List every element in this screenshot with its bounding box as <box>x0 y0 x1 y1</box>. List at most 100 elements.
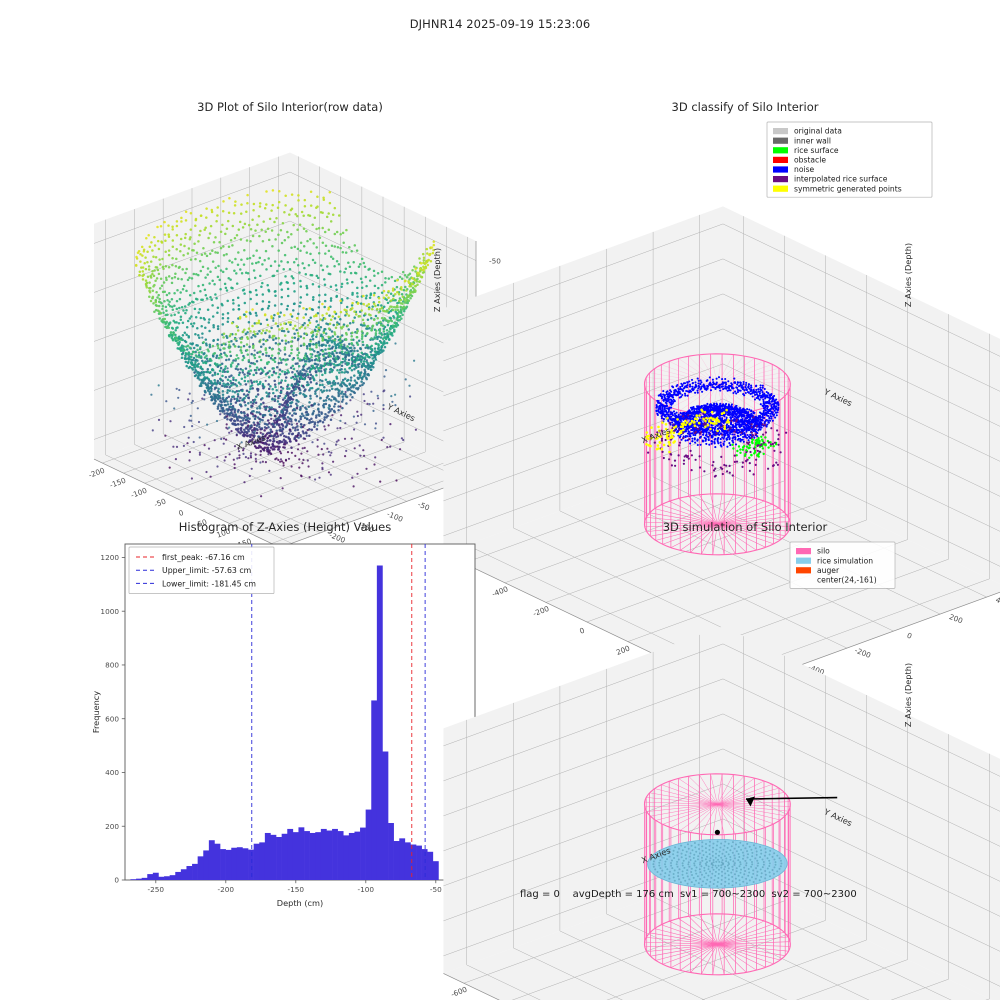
y-tick-label: 600 <box>105 714 119 723</box>
y-tick-label: 1000 <box>100 607 119 616</box>
panel-histogram: Histogram of Z-Axies (Height) Values -25… <box>85 520 485 920</box>
svg-text:-50: -50 <box>489 257 501 266</box>
legend-swatch <box>773 166 788 173</box>
legend-swatch <box>796 548 811 555</box>
grid-lines <box>443 634 1000 1000</box>
reference-lines <box>251 544 426 880</box>
legend-swatch <box>796 557 811 564</box>
legend-label: rice simulation <box>817 556 873 565</box>
panel-simulation-title: 3D simulation of Silo Interior <box>662 520 828 534</box>
svg-text:-150: -150 <box>108 476 127 490</box>
histogram-bar <box>432 861 439 880</box>
legend-label: center(24,-161) <box>817 576 877 585</box>
histogram-bar <box>136 878 142 880</box>
legend-label: inner wall <box>794 136 831 145</box>
histogram-bar <box>220 849 226 880</box>
histogram-bar <box>203 850 210 880</box>
histogram-bar <box>416 845 422 880</box>
histogram-bar <box>197 856 204 880</box>
legend-swatch <box>796 567 811 574</box>
histogram-bar <box>404 842 411 880</box>
legend-label: original data <box>794 127 842 136</box>
panel-classify-title: 3D classify of Silo Interior <box>671 100 819 114</box>
histogram-bar <box>264 832 271 880</box>
histogram-bar <box>332 828 338 880</box>
y-tick-label: 1200 <box>100 553 119 562</box>
x-tick-label: -200 <box>218 885 235 894</box>
y-tick-label: 200 <box>105 822 119 831</box>
legend-label: silo <box>817 547 830 556</box>
floor-pane <box>443 871 993 1000</box>
legend-swatch <box>773 128 788 135</box>
histogram-bar <box>270 834 277 880</box>
histogram-bar <box>236 847 243 880</box>
raw-3d-axes[interactable]: -200-150-100-5005010015020050-50-100-150… <box>87 100 504 560</box>
histogram-bars <box>130 565 439 880</box>
histogram-bar <box>348 832 355 880</box>
histogram-bar <box>427 851 434 880</box>
legend-item: original data <box>773 127 842 136</box>
histogram-bar <box>292 832 299 880</box>
histogram-bar <box>147 874 154 880</box>
y-tick-label: 400 <box>105 768 119 777</box>
panel-raw-3d-plot: 3D Plot of Silo Interior(row data) -200-… <box>87 100 504 560</box>
x-tick-label: -250 <box>148 885 165 894</box>
legend-item: noise <box>773 165 815 174</box>
histogram-bar <box>354 831 361 880</box>
legend-item: auger <box>796 566 840 575</box>
histogram-bar <box>382 751 389 880</box>
legend-item: rice surface <box>773 146 839 155</box>
histogram-bar <box>365 809 372 880</box>
histogram-bar <box>326 830 333 880</box>
histogram-bar <box>343 835 350 880</box>
legend-item: center(24,-161) <box>817 576 877 585</box>
histogram-bar <box>180 869 187 880</box>
x-axis-title: Depth (cm) <box>277 898 323 908</box>
center-point-marker <box>714 829 720 835</box>
histogram-bar <box>393 841 400 880</box>
auger-marker <box>714 796 838 835</box>
legend-label: obstacle <box>794 156 826 165</box>
status-line: flag = 0 avgDepth = 176 cm sv1 = 700~230… <box>520 889 857 900</box>
plot-frame <box>124 543 476 881</box>
legend-label: auger <box>817 566 840 575</box>
legend-item: interpolated rice surface <box>773 175 888 184</box>
svg-text:-50: -50 <box>417 500 432 513</box>
simulation-3d-axes[interactable]: -600-400-20002004006004002000-200-400-60… <box>443 520 1000 1000</box>
x-tick-label: -100 <box>358 885 375 894</box>
panel-raw-title: 3D Plot of Silo Interior(row data) <box>197 100 383 114</box>
histogram-axes[interactable]: -250 -200 -150 -100 -50 0 200 400 600 800 1000 1200… <box>85 520 485 920</box>
histogram-bar <box>287 828 294 880</box>
histogram-bar <box>320 828 327 880</box>
legend-label: rice surface <box>794 146 839 155</box>
histogram-bar <box>259 842 266 880</box>
svg-text:-200: -200 <box>87 466 106 480</box>
legend-label: symmetric generated points <box>794 184 902 193</box>
histogram-bar <box>225 849 232 880</box>
figure-title: DJHNR14 2025-09-19 15:23:06 <box>409 17 591 31</box>
histogram-bar <box>214 843 221 880</box>
svg-text:-100: -100 <box>130 486 149 500</box>
legend-item: Lower_limit: -181.45 cm <box>136 579 256 588</box>
y-axis-title: Frequency <box>91 691 101 733</box>
x-tick-label: -50 <box>430 885 442 894</box>
histogram-bar <box>248 849 254 880</box>
axis-spines <box>443 973 500 1000</box>
legend-item: Upper_limit: -57.63 cm <box>136 566 251 575</box>
histogram-bar <box>337 831 344 880</box>
svg-text:Z Axies (Depth): Z Axies (Depth) <box>432 248 442 312</box>
tick-labels: -250 -200 -150 -100 -50 0 200 400 600 800 1000 1200 <box>100 553 442 894</box>
histogram-bar <box>169 875 176 880</box>
legend-swatch <box>773 176 788 183</box>
classified-point-cloud <box>645 376 788 478</box>
histogram-bar <box>309 832 316 880</box>
classify-3d-axes[interactable]: -600-400-20002004006004002000-200-400-60… <box>443 100 1000 696</box>
legend-item: first_peak: -67.16 cm <box>136 553 245 562</box>
legend-label: Upper_limit: -57.63 cm <box>162 566 251 575</box>
histogram-bar <box>304 831 310 880</box>
grid-lines <box>443 214 1000 683</box>
histogram-bar <box>130 879 137 880</box>
panel-classify-3d-plot: 3D classify of Silo Interior -600-400-20… <box>443 100 1000 696</box>
